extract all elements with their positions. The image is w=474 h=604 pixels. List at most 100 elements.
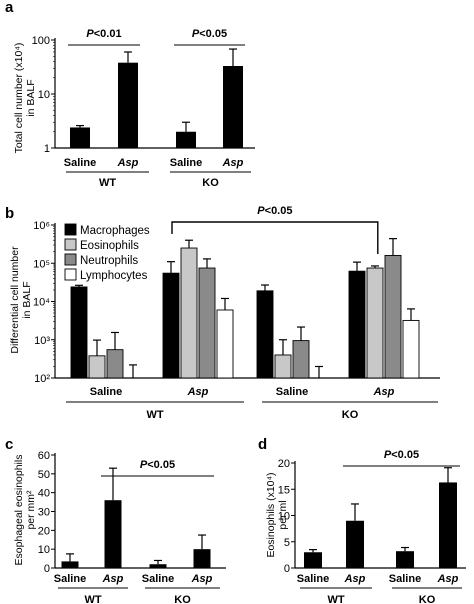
bar-b-eosinophils: [88, 355, 106, 379]
group-label-a: KO: [202, 177, 219, 189]
x-category-label-d: Asp: [437, 573, 459, 585]
legend-swatch-macrophages: [64, 223, 77, 236]
y-axis-label-c: per mm²: [25, 490, 37, 530]
y-tick-label-d: 0: [284, 563, 290, 575]
y-axis-title-c: Esophageal eosinophils per mm²: [13, 455, 37, 566]
y-tick-label-a: 100: [32, 35, 50, 47]
bar-b-macrophages: [256, 290, 274, 379]
bar-a: [176, 131, 196, 148]
y-axis-label-d: per ml: [277, 500, 289, 529]
x-category-label-a: Asp: [222, 157, 244, 169]
significance-label-a: P<0.01: [86, 28, 121, 40]
y-tick-label-c: 40: [38, 488, 50, 500]
y-tick-label-d: 20: [278, 458, 290, 470]
x-category-label-b: Asp: [373, 386, 395, 398]
x-category-label-c: Saline: [142, 573, 174, 585]
y-tick-label-b: 10⁴: [33, 297, 50, 309]
bar-b-macrophages: [70, 286, 88, 379]
significance-label-c: P<0.05: [140, 459, 175, 471]
y-axis-title-b: Differential cell number in BALF: [9, 246, 33, 354]
bar-c: [104, 500, 122, 568]
legend-label-macrophages: Macrophages: [80, 225, 150, 237]
y-axis-label-a: Total cell number (x10⁴): [13, 43, 25, 154]
y-tick-label-a: 10: [38, 89, 50, 101]
group-label-c: WT: [84, 594, 101, 604]
y-tick-label-c: 60: [38, 450, 50, 462]
significance-label-d: P<0.05: [384, 449, 419, 461]
significance-label-a: P<0.05: [192, 28, 227, 40]
bar-c: [61, 561, 79, 568]
x-category-label-c: Asp: [102, 573, 124, 585]
group-label-b: KO: [342, 409, 359, 421]
bar-b-macrophages: [348, 270, 366, 379]
y-axis-title-d: Eosinophils (x10⁴) per ml: [265, 472, 289, 557]
y-tick-label-d: 15: [278, 484, 290, 496]
bar-b-neutrophils: [292, 340, 310, 379]
panel-label-c: c: [5, 436, 13, 453]
x-category-label-b: Asp: [187, 386, 209, 398]
bar-d: [396, 551, 414, 568]
y-tick-label-c: 20: [38, 525, 50, 537]
bar-b-lymphocytes: [216, 309, 234, 379]
bar-b-macrophages: [162, 272, 180, 379]
x-category-label-a: Saline: [170, 157, 202, 169]
y-axis-label-b: in BALF: [21, 281, 33, 318]
panel-label-b: b: [5, 205, 14, 222]
y-axis-label-c: Esophageal eosinophils: [13, 455, 25, 566]
group-label-d: WT: [327, 594, 344, 604]
x-category-label-c: Saline: [54, 573, 86, 585]
y-axis-label-b: Differential cell number: [9, 246, 21, 354]
bar-a: [118, 62, 138, 149]
legend-label-lymphocytes: Lymphocytes: [80, 270, 148, 282]
x-category-label-b: Saline: [90, 386, 122, 398]
group-label-a: WT: [99, 177, 116, 189]
y-tick-label-a: 1: [44, 143, 50, 155]
x-category-label-a: Asp: [117, 157, 139, 169]
legend-swatch-neutrophils: [64, 253, 77, 266]
bar-b-eosinophils: [274, 354, 292, 379]
x-category-label-d: Asp: [344, 573, 366, 585]
y-tick-label-c: 10: [38, 544, 50, 556]
y-tick-label-b: 10⁶: [33, 220, 50, 232]
y-tick-label-c: 0: [44, 563, 50, 575]
y-tick-label-c: 50: [38, 469, 50, 481]
bar-b-neutrophils: [106, 349, 124, 379]
x-category-label-b: Saline: [276, 386, 308, 398]
group-label-b: WT: [146, 409, 163, 421]
legend-swatch-eosinophils: [64, 238, 77, 251]
significance-label-b: P<0.05: [257, 205, 292, 217]
y-axis-label-d: Eosinophils (x10⁴): [265, 472, 277, 557]
bar-b-neutrophils: [384, 254, 402, 379]
group-label-c: KO: [174, 594, 191, 604]
legend-label-eosinophils: Eosinophils: [80, 240, 139, 252]
legend-swatch-lymphocytes: [64, 268, 77, 281]
bar-a: [223, 66, 243, 148]
y-tick-label-d: 5: [284, 537, 290, 549]
y-axis-title-a: Total cell number (x10⁴) in BALF: [13, 43, 37, 154]
significance-bracket-b: [171, 221, 379, 254]
y-tick-label-b: 10³: [34, 335, 50, 347]
legend-label-neutrophils: Neutrophils: [80, 255, 138, 267]
bar-c: [149, 564, 167, 568]
bar-d: [346, 520, 364, 568]
bar-b-lymphocytes: [402, 319, 420, 379]
x-category-label-d: Saline: [297, 573, 329, 585]
bar-a: [70, 127, 90, 148]
bar-b-eosinophils: [180, 247, 198, 379]
panel-label-d: d: [258, 436, 267, 453]
bar-d: [439, 482, 457, 568]
y-tick-label-b: 10²: [34, 373, 50, 385]
group-label-d: KO: [419, 594, 436, 604]
x-category-label-d: Saline: [389, 573, 421, 585]
y-tick-label-c: 30: [38, 507, 50, 519]
panel-label-a: a: [5, 0, 14, 16]
x-category-label-c: Asp: [191, 573, 213, 585]
bar-b-eosinophils: [366, 267, 384, 379]
y-tick-label-b: 10⁵: [33, 258, 50, 270]
y-tick-label-d: 10: [278, 511, 290, 523]
y-axis-label-a: in BALF: [25, 79, 37, 116]
bar-c: [193, 549, 211, 568]
bar-b-neutrophils: [198, 267, 216, 379]
bar-d: [304, 552, 322, 568]
